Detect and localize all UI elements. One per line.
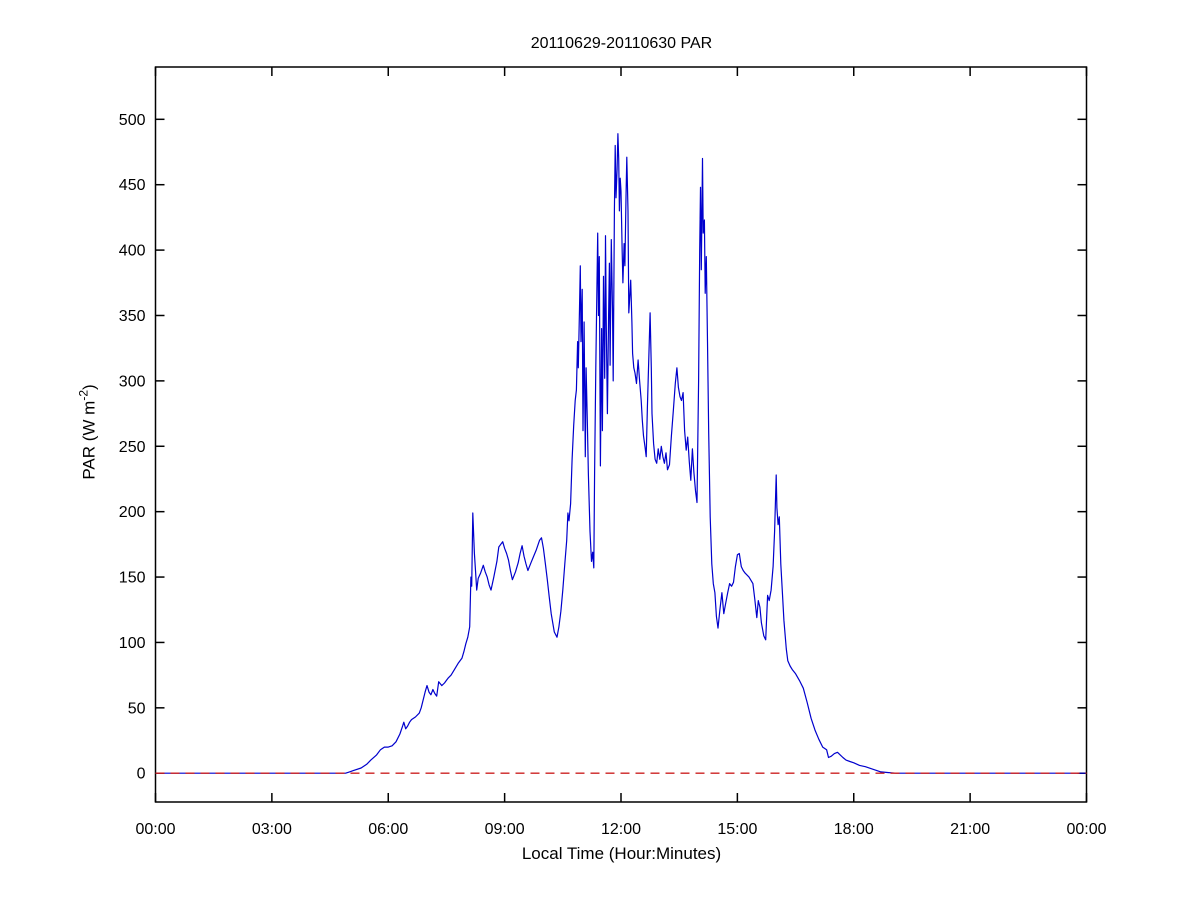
- plot-area-border: [154, 66, 1088, 803]
- x-tick-label: 00:00: [135, 821, 175, 838]
- y-tick-label: 0: [137, 766, 146, 783]
- y-tick-label: 150: [119, 570, 146, 587]
- par-series-line: [155, 133, 1087, 774]
- y-tick-label: 300: [119, 373, 146, 390]
- y-tick-label: 350: [119, 308, 146, 325]
- x-tick-label: 03:00: [252, 821, 292, 838]
- chart-title: 20110629-20110630 PAR: [530, 35, 713, 52]
- y-tick-label: 100: [119, 635, 146, 652]
- x-tick-label: 06:00: [368, 821, 408, 838]
- x-tick-label: 09:00: [485, 821, 525, 838]
- y-tick-label: 200: [119, 504, 146, 521]
- y-tick-label: 400: [119, 243, 146, 260]
- x-tick-label: 12:00: [601, 821, 641, 838]
- y-tick-label: 450: [119, 177, 146, 194]
- x-tick-label: 21:00: [950, 821, 990, 838]
- x-tick-label: 18:00: [834, 821, 874, 838]
- x-tick-label: 00:00: [1066, 821, 1106, 838]
- y-tick-label: 50: [128, 700, 146, 717]
- y-axis-superscript: -2: [76, 389, 91, 401]
- y-axis-label-text: PAR (W m-2): [76, 384, 99, 480]
- x-axis-label: Local Time (Hour:Minutes): [521, 844, 722, 863]
- y-tick-label: 500: [119, 112, 146, 129]
- y-tick-label: 250: [119, 439, 146, 456]
- x-tick-label: 15:00: [717, 821, 757, 838]
